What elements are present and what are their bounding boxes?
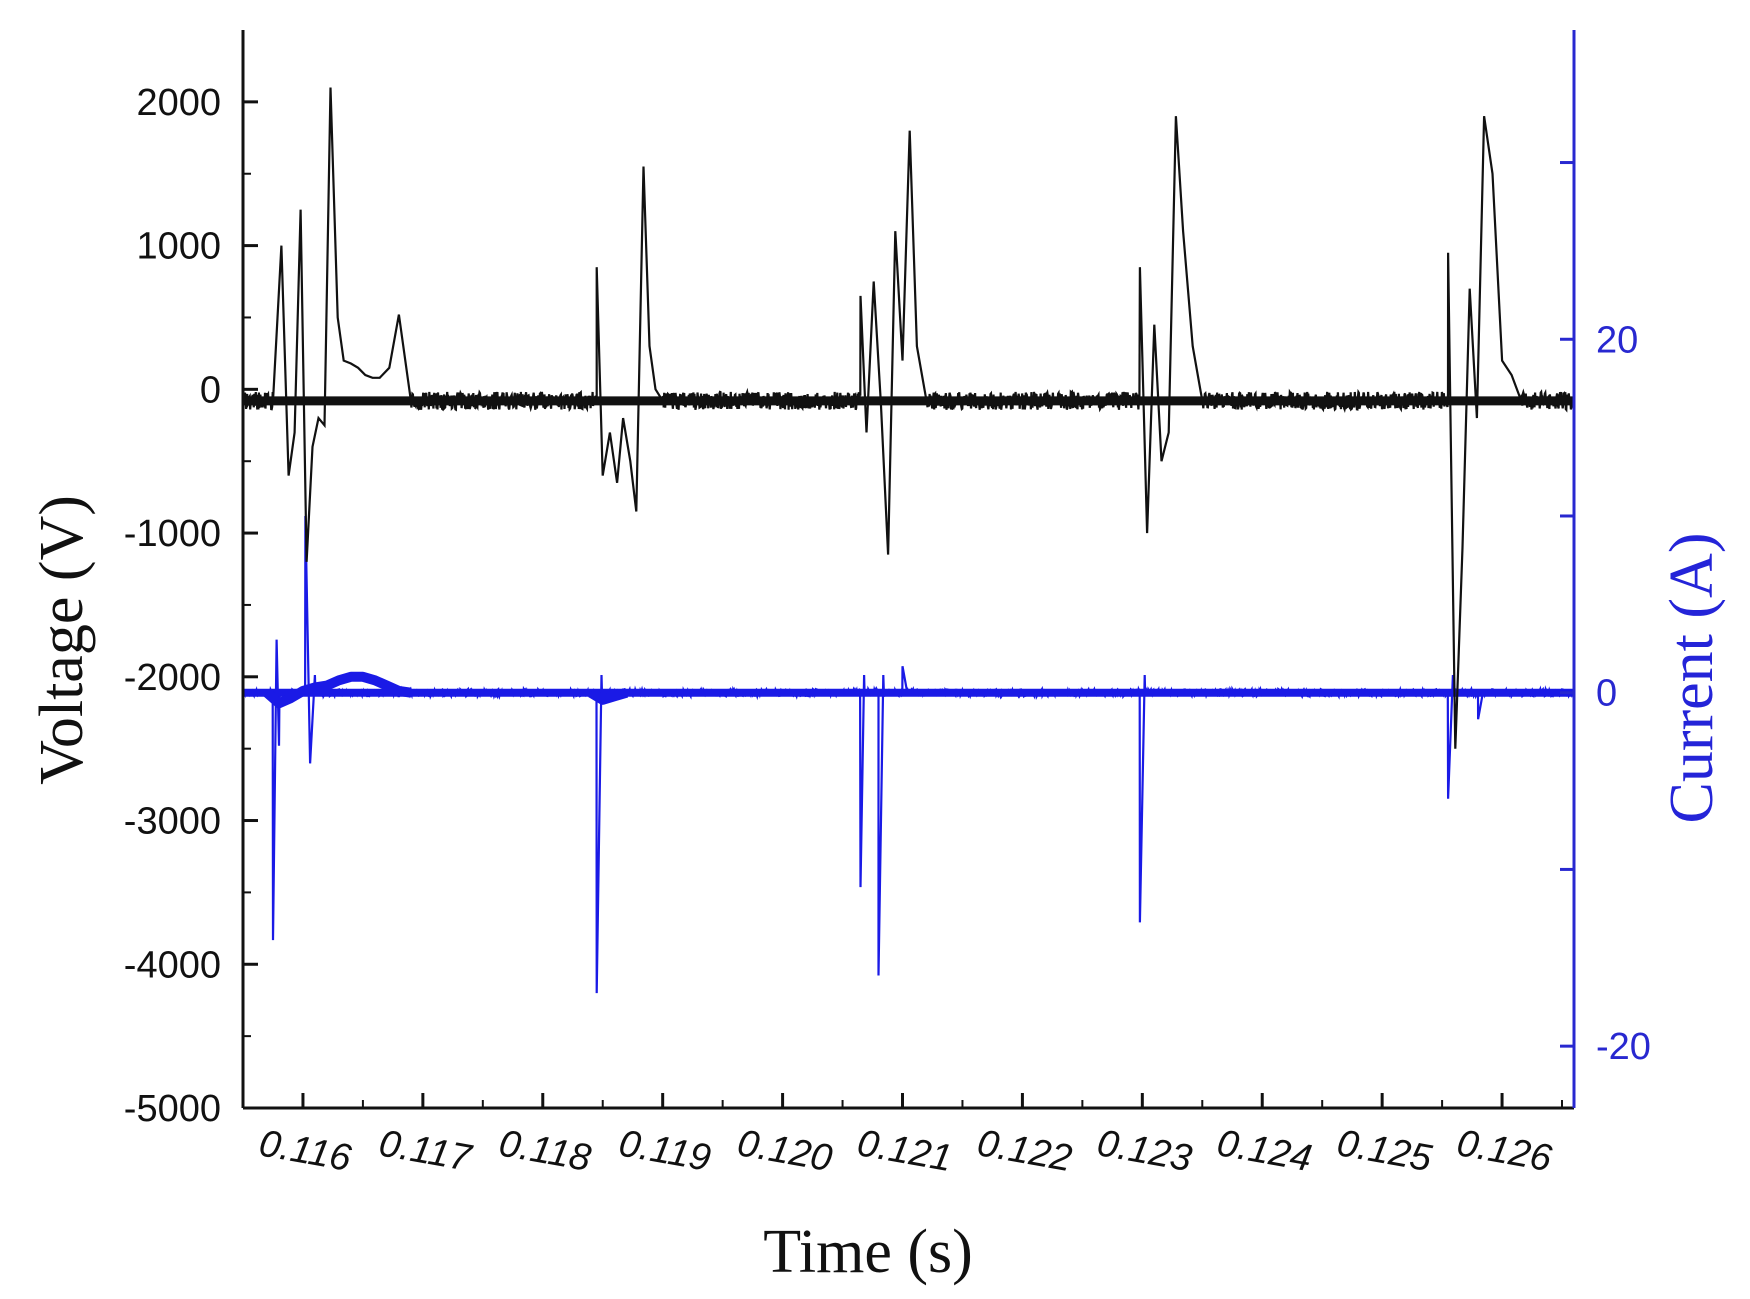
x-tick-label: 0.116 bbox=[256, 1122, 355, 1180]
series-voltage bbox=[243, 87, 1574, 749]
y-left-tick-label: -5000 bbox=[124, 1088, 221, 1130]
y-left-tick-label: -2000 bbox=[124, 657, 221, 699]
y-axis-title-right: Current (A) bbox=[1658, 533, 1726, 824]
y-right-tick-label: -20 bbox=[1596, 1026, 1651, 1068]
y-right-tick-label: 20 bbox=[1596, 319, 1638, 361]
x-tick-label: 0.124 bbox=[1214, 1122, 1315, 1180]
series-current bbox=[243, 515, 1574, 994]
x-tick-label: 0.123 bbox=[1094, 1122, 1195, 1180]
y-left-tick-label: 1000 bbox=[136, 226, 221, 268]
x-tick-label: 0.122 bbox=[974, 1122, 1075, 1180]
x-axis-title: Time (s) bbox=[763, 1218, 973, 1286]
current-bump-0 bbox=[263, 671, 412, 709]
y-left-tick-label: 2000 bbox=[136, 82, 221, 124]
x-tick-label: 0.118 bbox=[496, 1122, 594, 1179]
current-line bbox=[243, 515, 1574, 994]
x-tick-label: 0.119 bbox=[616, 1122, 714, 1179]
y-left-tick-label: 0 bbox=[200, 369, 221, 411]
x-tick-label: 0.121 bbox=[854, 1122, 955, 1180]
x-tick-label: 0.120 bbox=[734, 1122, 835, 1180]
y-axis-title-left: Voltage (V) bbox=[28, 495, 96, 785]
plot-area bbox=[243, 87, 1574, 994]
x-tick-label: 0.117 bbox=[376, 1122, 476, 1180]
y-left-tick-label: -3000 bbox=[124, 801, 221, 843]
axes: 2000 1000 0 -1000 -2000 -3000 -4000 -5000 20 0 -20… bbox=[124, 30, 1651, 1180]
y-left-tick-label: -4000 bbox=[124, 944, 221, 986]
y-right-tick-label: 0 bbox=[1596, 673, 1617, 715]
current-bump-1 bbox=[588, 687, 629, 705]
voltage-line bbox=[243, 87, 1574, 749]
x-tick-label: 0.125 bbox=[1334, 1122, 1436, 1180]
y-left-tick-label: -1000 bbox=[124, 513, 221, 555]
x-tick-label: 0.126 bbox=[1454, 1122, 1556, 1180]
